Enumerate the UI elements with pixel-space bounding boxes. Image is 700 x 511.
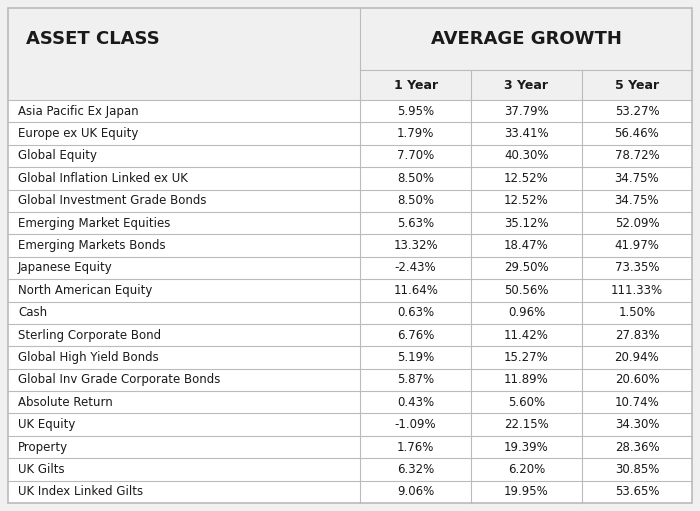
Text: 34.75%: 34.75% [615, 172, 659, 185]
Text: 1.76%: 1.76% [397, 440, 435, 454]
Text: 6.32%: 6.32% [397, 463, 434, 476]
Text: 15.27%: 15.27% [504, 351, 549, 364]
Text: 50.56%: 50.56% [504, 284, 549, 297]
Text: 8.50%: 8.50% [397, 194, 434, 207]
Text: UK Index Linked Gilts: UK Index Linked Gilts [18, 485, 143, 498]
Text: -1.09%: -1.09% [395, 418, 437, 431]
Text: 1.79%: 1.79% [397, 127, 435, 140]
Text: Asia Pacific Ex Japan: Asia Pacific Ex Japan [18, 105, 139, 118]
Text: 73.35%: 73.35% [615, 262, 659, 274]
Text: 41.97%: 41.97% [615, 239, 659, 252]
Text: Emerging Markets Bonds: Emerging Markets Bonds [18, 239, 166, 252]
Text: 33.41%: 33.41% [504, 127, 549, 140]
Text: 29.50%: 29.50% [504, 262, 549, 274]
Text: Property: Property [18, 440, 68, 454]
Text: 37.79%: 37.79% [504, 105, 549, 118]
Text: 18.47%: 18.47% [504, 239, 549, 252]
Text: 11.89%: 11.89% [504, 374, 549, 386]
Text: Global Inflation Linked ex UK: Global Inflation Linked ex UK [18, 172, 188, 185]
Text: 3 Year: 3 Year [505, 79, 549, 91]
Text: 35.12%: 35.12% [504, 217, 549, 229]
Text: 27.83%: 27.83% [615, 329, 659, 341]
Text: 5.63%: 5.63% [397, 217, 434, 229]
Text: Cash: Cash [18, 306, 47, 319]
Text: 78.72%: 78.72% [615, 150, 659, 162]
Text: 1 Year: 1 Year [393, 79, 438, 91]
Text: Sterling Corporate Bond: Sterling Corporate Bond [18, 329, 161, 341]
Text: 7.70%: 7.70% [397, 150, 434, 162]
Bar [8, 8, 692, 70]
Text: 5 Year: 5 Year [615, 79, 659, 91]
Text: 11.64%: 11.64% [393, 284, 438, 297]
Text: -2.43%: -2.43% [395, 262, 437, 274]
Text: Global Investment Grade Bonds: Global Investment Grade Bonds [18, 194, 206, 207]
Text: 40.30%: 40.30% [504, 150, 549, 162]
Text: 30.85%: 30.85% [615, 463, 659, 476]
Text: Global Equity: Global Equity [18, 150, 97, 162]
Text: North American Equity: North American Equity [18, 284, 153, 297]
Text: 5.19%: 5.19% [397, 351, 434, 364]
Text: 5.95%: 5.95% [397, 105, 434, 118]
Text: 5.60%: 5.60% [508, 396, 545, 409]
Text: 20.60%: 20.60% [615, 374, 659, 386]
Text: UK Equity: UK Equity [18, 418, 76, 431]
Text: 22.15%: 22.15% [504, 418, 549, 431]
Text: 34.30%: 34.30% [615, 418, 659, 431]
Text: 34.75%: 34.75% [615, 194, 659, 207]
Text: 19.39%: 19.39% [504, 440, 549, 454]
Text: 53.65%: 53.65% [615, 485, 659, 498]
Text: 12.52%: 12.52% [504, 172, 549, 185]
Text: ASSET CLASS: ASSET CLASS [26, 30, 160, 48]
Text: 6.76%: 6.76% [397, 329, 435, 341]
Text: AVERAGE GROWTH: AVERAGE GROWTH [430, 30, 622, 48]
Text: 0.96%: 0.96% [508, 306, 545, 319]
Text: 6.20%: 6.20% [508, 463, 545, 476]
Text: 52.09%: 52.09% [615, 217, 659, 229]
Text: 111.33%: 111.33% [611, 284, 663, 297]
Text: 20.94%: 20.94% [615, 351, 659, 364]
Bar [8, 70, 692, 100]
Text: Emerging Market Equities: Emerging Market Equities [18, 217, 170, 229]
Text: Global High Yield Bonds: Global High Yield Bonds [18, 351, 159, 364]
Text: Japanese Equity: Japanese Equity [18, 262, 113, 274]
Text: 10.74%: 10.74% [615, 396, 659, 409]
Text: Europe ex UK Equity: Europe ex UK Equity [18, 127, 139, 140]
Text: 28.36%: 28.36% [615, 440, 659, 454]
Text: 0.43%: 0.43% [397, 396, 434, 409]
Text: 53.27%: 53.27% [615, 105, 659, 118]
Text: 5.87%: 5.87% [397, 374, 434, 386]
Text: 19.95%: 19.95% [504, 485, 549, 498]
Text: Global Inv Grade Corporate Bonds: Global Inv Grade Corporate Bonds [18, 374, 220, 386]
Text: 8.50%: 8.50% [397, 172, 434, 185]
Text: 11.42%: 11.42% [504, 329, 549, 341]
Text: 56.46%: 56.46% [615, 127, 659, 140]
Text: Absolute Return: Absolute Return [18, 396, 113, 409]
Text: 13.32%: 13.32% [393, 239, 438, 252]
Text: 1.50%: 1.50% [618, 306, 655, 319]
Text: 0.63%: 0.63% [397, 306, 434, 319]
Text: 12.52%: 12.52% [504, 194, 549, 207]
Text: 9.06%: 9.06% [397, 485, 434, 498]
Text: UK Gilts: UK Gilts [18, 463, 64, 476]
